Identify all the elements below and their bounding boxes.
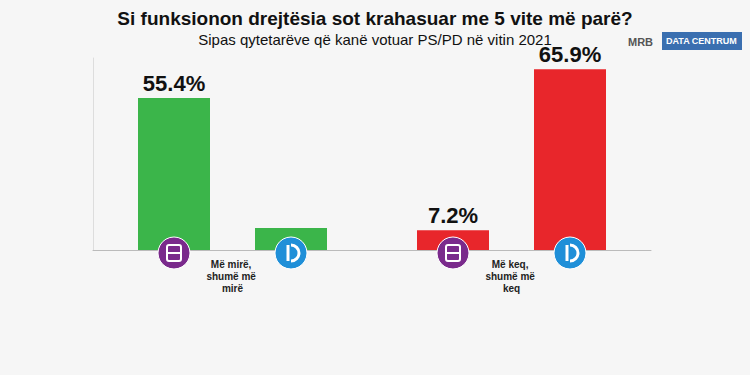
- svg-text:65.9%: 65.9%: [538, 41, 602, 67]
- svg-text:7.2%: 7.2%: [428, 203, 478, 228]
- svg-text:Më keq,: Më keq,: [492, 259, 531, 270]
- svg-text:keq: keq: [503, 283, 520, 294]
- svg-text:shumë më: shumë më: [206, 271, 258, 282]
- svg-text:Si funksionon drejtësia sot kr: Si funksionon drejtësia sot krahasuar me…: [117, 8, 632, 29]
- svg-text:shumë më: shumë më: [485, 271, 537, 282]
- svg-text:DATA CENTRUM: DATA CENTRUM: [666, 36, 737, 46]
- svg-text:Sipas qytetarëve që kanë votua: Sipas qytetarëve që kanë votuar PS/PD në…: [198, 31, 552, 48]
- svg-text:mirë: mirë: [222, 283, 244, 294]
- svg-text:Më mirë,: Më mirë,: [211, 259, 254, 270]
- svg-text:55.4%: 55.4%: [143, 71, 205, 96]
- svg-text:MRB: MRB: [628, 36, 653, 48]
